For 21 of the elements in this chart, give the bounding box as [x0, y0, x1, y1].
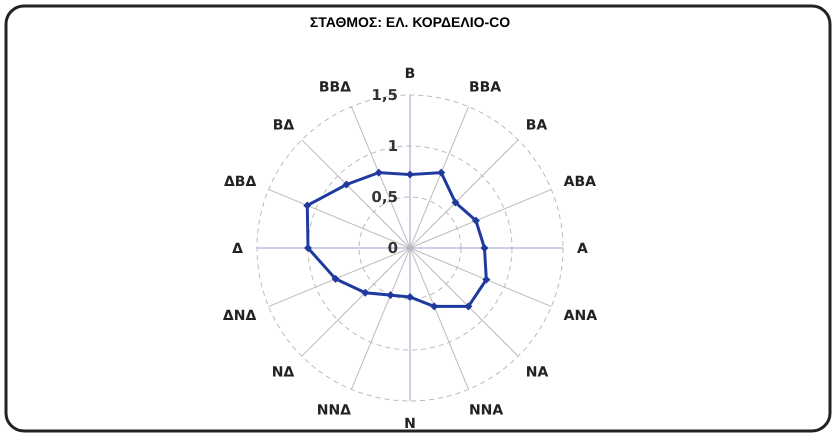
spoke-label: BBA: [468, 79, 502, 96]
y-tick-label: 0,5: [371, 188, 398, 206]
spoke-label: ANA: [564, 308, 598, 324]
spoke-label: BBΔ: [318, 79, 352, 96]
spoke-label: A: [577, 241, 588, 257]
spoke-label: NΔ: [272, 364, 294, 381]
spoke-label: B: [404, 66, 416, 82]
spoke-label: ΔBΔ: [224, 174, 256, 190]
spoke-label: NNΔ: [316, 402, 352, 419]
spoke-label: N: [404, 416, 416, 432]
spoke-label: BA: [526, 117, 548, 134]
spoke-label: ΔNΔ: [222, 308, 256, 324]
spoke-label: ABA: [564, 174, 596, 190]
y-tick-label: 1: [388, 137, 398, 155]
spoke-label: NNA: [468, 402, 504, 419]
spoke-label: BΔ: [272, 117, 294, 134]
y-tick-label: 0: [388, 239, 398, 257]
y-tick-label: 1,5: [371, 86, 398, 104]
spoke-label: Δ: [232, 241, 244, 257]
chart-title: ΣΤΑΘΜΟΣ: ΕΛ. ΚΟΡΔΕΛΙΟ-CO: [310, 14, 510, 30]
spoke-label: NA: [526, 364, 548, 381]
